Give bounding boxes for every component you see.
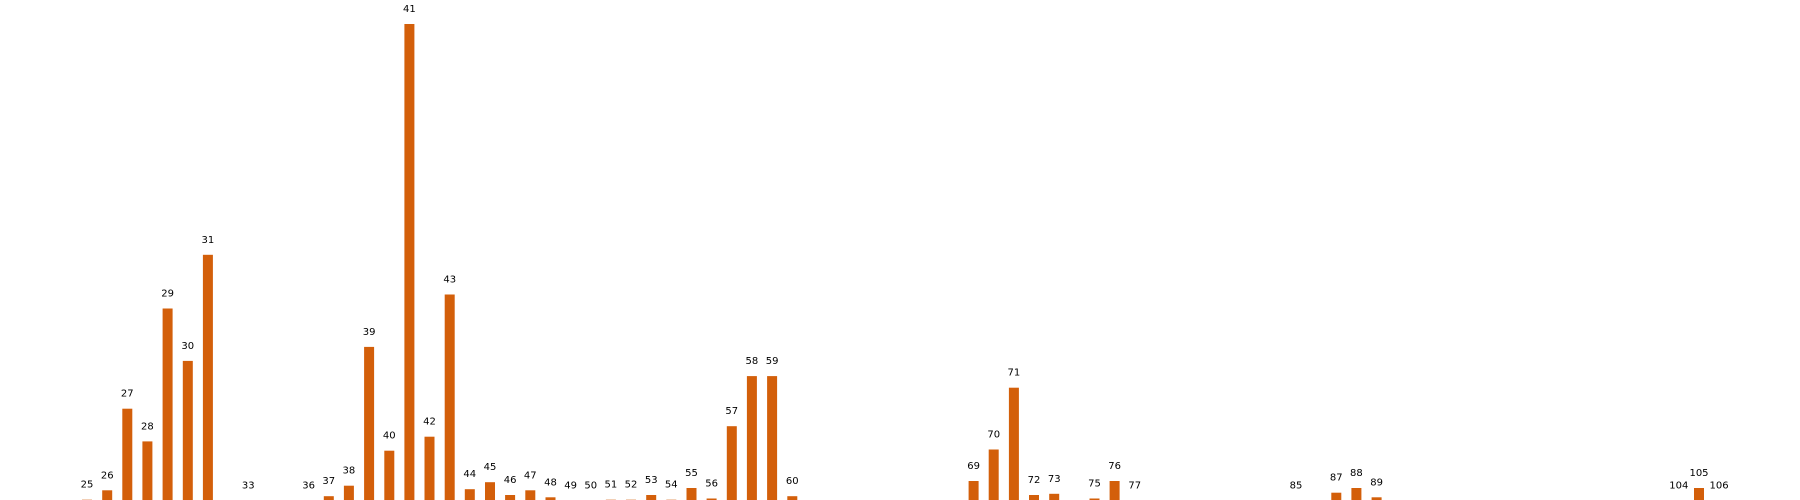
- bar-label-51: 51: [605, 480, 618, 491]
- bar-44: [464, 489, 475, 500]
- bar-label-29: 29: [161, 289, 174, 300]
- bar-88: [1351, 488, 1362, 500]
- bar-label-56: 56: [705, 479, 718, 490]
- bar-label-73: 73: [1048, 474, 1061, 485]
- bar-26: [102, 490, 113, 500]
- bar-28: [142, 441, 153, 500]
- bar-27: [122, 408, 133, 500]
- bar-55: [686, 488, 697, 500]
- bar-label-57: 57: [725, 406, 738, 417]
- bar-59: [767, 376, 778, 500]
- bar-label-27: 27: [121, 389, 134, 400]
- bar-label-30: 30: [181, 341, 194, 352]
- bar-70: [988, 449, 999, 500]
- bar-label-54: 54: [665, 480, 678, 491]
- bar-label-85: 85: [1290, 481, 1303, 492]
- bar-label-69: 69: [967, 461, 980, 472]
- bar-label-43: 43: [443, 275, 456, 286]
- bar-45: [485, 482, 495, 500]
- bar-43: [444, 294, 455, 500]
- bar-87: [1331, 492, 1342, 500]
- bar-label-60: 60: [786, 476, 799, 487]
- bar-label-42: 42: [423, 417, 436, 428]
- bar-73: [1049, 493, 1060, 500]
- bar-39: [364, 346, 375, 500]
- bar-30: [182, 360, 193, 500]
- bar-label-39: 39: [363, 327, 376, 338]
- bar-label-87: 87: [1330, 473, 1343, 484]
- bar-53: [646, 495, 657, 500]
- bar-75: [1089, 498, 1100, 500]
- bar-89: [1371, 497, 1382, 500]
- bar-label-105: 105: [1689, 468, 1708, 479]
- bar-labels-group: 25 26 27 28 29 30 31 33 36 37 38 39 40 41 42 43 44 45 46 47…: [81, 4, 1729, 492]
- bar-label-49: 49: [564, 481, 577, 492]
- bar-label-104: 104: [1669, 481, 1688, 492]
- bar-48: [545, 497, 556, 500]
- bar-label-76: 76: [1108, 461, 1121, 472]
- bar-label-50: 50: [584, 481, 597, 492]
- bar-label-77: 77: [1128, 481, 1141, 492]
- bar-label-37: 37: [322, 476, 335, 487]
- bar-label-70: 70: [987, 430, 1000, 441]
- bar-label-89: 89: [1370, 477, 1383, 488]
- bar-29: [162, 308, 173, 500]
- bar-label-44: 44: [463, 469, 476, 480]
- bar-label-40: 40: [383, 431, 396, 442]
- bar-label-38: 38: [343, 466, 356, 477]
- bar-label-41: 41: [403, 4, 416, 15]
- bar-71: [1008, 387, 1019, 500]
- bar-56: [706, 498, 717, 500]
- bar-40: [384, 450, 395, 500]
- bar-label-75: 75: [1088, 479, 1101, 490]
- bar-label-53: 53: [645, 475, 658, 486]
- bar-label-58: 58: [746, 356, 759, 367]
- bar-76: [1109, 481, 1120, 500]
- bar-57: [726, 426, 737, 500]
- bar-label-46: 46: [504, 475, 517, 486]
- bar-label-88: 88: [1350, 468, 1363, 479]
- bar-label-48: 48: [544, 477, 557, 488]
- bar-105: [1694, 488, 1704, 500]
- bar-label-59: 59: [766, 356, 779, 367]
- bar-label-71: 71: [1008, 368, 1021, 379]
- bar-label-47: 47: [524, 470, 537, 481]
- bar-label-36: 36: [302, 481, 315, 492]
- bar-37: [323, 496, 334, 500]
- bar-47: [525, 490, 536, 500]
- bar-42: [424, 436, 435, 500]
- bar-label-55: 55: [685, 468, 698, 479]
- bar-label-28: 28: [141, 421, 154, 432]
- bar-label-26: 26: [101, 470, 114, 481]
- bar-41: [404, 24, 415, 500]
- bar-label-31: 31: [202, 235, 215, 246]
- bar-31: [202, 254, 213, 500]
- bar-label-25: 25: [81, 480, 94, 491]
- bar-label-72: 72: [1028, 475, 1041, 486]
- bars-group: [82, 24, 1704, 500]
- bar-60: [787, 496, 798, 500]
- bar-label-106: 106: [1710, 481, 1729, 492]
- bar-46: [505, 495, 516, 500]
- bar-label-45: 45: [484, 462, 497, 473]
- bar-72: [1029, 495, 1039, 500]
- bar-label-33: 33: [242, 481, 255, 492]
- bar-69: [968, 481, 979, 500]
- bar-label-52: 52: [625, 480, 638, 491]
- bar-58: [746, 376, 757, 500]
- bar-38: [343, 485, 354, 500]
